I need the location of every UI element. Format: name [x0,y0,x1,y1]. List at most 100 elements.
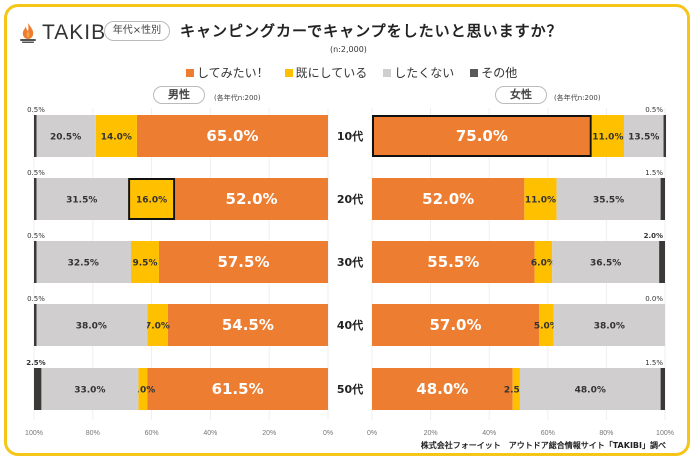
female-segment-label: 38.0% [594,322,625,332]
x-tick-label: 0% [367,430,377,437]
female-segment-label: 48.0% [416,380,468,398]
female-segment-label: 5.0% [534,322,559,332]
male-bar-segment [128,178,176,220]
female-segment-label: 6.0% [531,259,556,269]
female-bar-segment [553,304,665,346]
female-segment-label: 13.5% [628,133,659,143]
x-tick-label: 100% [656,430,674,437]
female-other-label: 1.5% [645,169,663,177]
female-bar-segment [372,304,540,346]
female-segment-label: 55.5% [427,253,479,271]
male-segment-label: 52.0% [226,190,278,208]
female-segment-label: 57.0% [429,316,481,334]
male-segment-label: 16.0% [136,196,167,206]
female-bar-segment [660,178,665,220]
x-tick-label: 60% [145,430,159,437]
segment-tag: 年代×性別 [104,21,170,41]
female-other-label: 2.0% [644,232,663,240]
male-panel-label: 男性 [153,86,205,104]
male-bar-segment [136,115,328,157]
male-segment-label: 20.5% [50,133,81,143]
female-bar-segment [372,115,592,157]
page-title: キャンピングカーでキャンプをしたいと思いますか？ [180,22,563,40]
female-segment-label: 11.0% [525,196,556,206]
male-highlight-box [128,178,176,220]
female-segment-label: 36.5% [590,259,621,269]
female-bar-segment [591,115,624,157]
male-sample-size: (各年代n:200) [214,94,261,102]
takibi-logo: TAKIBI [18,21,113,44]
x-tick-label: 40% [482,430,496,437]
female-bar-segment [539,304,554,346]
female-bar-segment [659,241,665,283]
age-group-label: 40代 [337,318,363,332]
brand-name: TAKIBI [42,21,113,44]
male-segment-label: 7.0% [145,322,170,332]
male-segment-label: 9.5% [133,259,158,269]
legend-label: したくない [394,66,455,80]
male-segment-label: 14.0% [101,133,132,143]
female-panel-label: 女性 [495,86,547,104]
male-segment-label: 38.0% [76,322,107,332]
female-other-label: 0.0% [645,295,663,303]
female-bar-segment [552,241,660,283]
female-bar-segment [623,115,664,157]
legend-item-want: してみたい！ [186,64,269,81]
legend-label: 既にしている [295,66,368,80]
x-tick-label: 40% [203,430,217,437]
chart-legend: してみたい！ 既にしている したくない その他 [186,64,517,81]
male-bar-segment [34,178,37,220]
female-segment-label: 75.0% [456,127,508,145]
female-sample-size: (各年代n:200) [554,94,601,102]
male-bar-segment [35,178,129,220]
x-tick-label: 100% [25,430,43,437]
male-bar-segment [95,115,137,157]
male-segment-label: 32.5% [68,259,99,269]
male-bar-segment [167,304,328,346]
female-bar-segment [512,368,520,410]
male-bar-segment [34,241,37,283]
x-tick-label: 20% [262,430,276,437]
male-bar-segment [131,241,159,283]
male-other-label: 0.5% [27,295,45,303]
female-bar-segment [372,178,525,220]
legend-swatch [470,68,479,77]
male-bar-segment [147,368,328,410]
male-bar-segment [34,115,37,157]
x-tick-label: 80% [86,430,100,437]
age-group-label: 50代 [337,382,363,396]
x-tick-label: 80% [599,430,613,437]
legend-label: その他 [481,66,518,80]
legend-swatch [186,68,194,77]
campfire-icon [20,23,36,43]
source-credit: 株式会社フォーイット アウトドア総合情報サイト「TAKIBI」調べ [420,441,666,450]
male-other-label: 0.5% [27,232,45,240]
male-other-label: 0.5% [27,106,45,114]
female-segment-label: 2.5% [504,386,529,396]
legend-swatch [383,68,392,77]
male-bar-segment [41,368,139,410]
female-segment-label: 35.5% [593,196,624,206]
male-other-label: 2.5% [26,359,45,367]
male-segment-label: 33.0% [74,386,105,396]
age-group-label: 30代 [337,255,363,269]
male-segment-label: 3.0% [130,386,155,396]
female-bar-segment [660,368,665,410]
legend-item-other: その他 [470,64,517,81]
female-bar-segment [663,115,667,157]
legend-swatch [284,68,293,77]
legend-item-already: 既にしている [284,64,368,81]
female-segment-label: 52.0% [422,190,474,208]
male-segment-label: 61.5% [212,380,264,398]
male-bar-segment [147,304,168,346]
female-segment-label: 11.0% [592,133,623,143]
male-segment-label: 54.5% [222,316,274,334]
age-group-label: 20代 [337,192,363,206]
male-segment-label: 31.5% [66,196,97,206]
male-other-label: 0.5% [27,169,45,177]
female-other-label: 1.5% [645,359,663,367]
x-tick-label: 20% [424,430,438,437]
female-bar-segment [372,368,513,410]
female-other-label: 0.5% [645,106,663,114]
